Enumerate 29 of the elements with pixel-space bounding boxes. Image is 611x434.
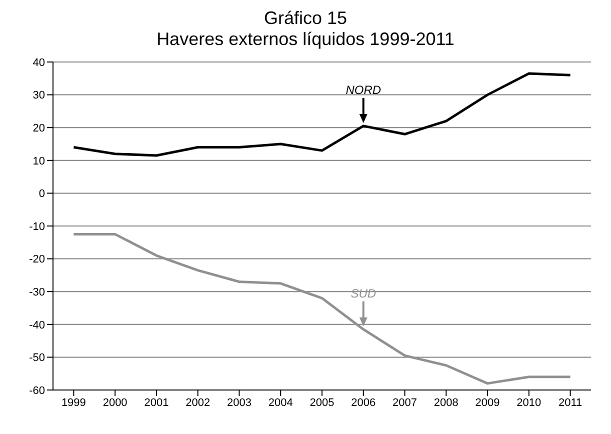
text: NORD [346, 82, 382, 97]
x-tick-label: 2010 [516, 396, 542, 409]
x-tick-label: 1999 [61, 396, 86, 409]
y-tick-label: 0 [38, 188, 45, 200]
x-tick-label: 2003 [226, 396, 252, 409]
x-tick-label: 2009 [475, 396, 500, 409]
line-series [72, 72, 572, 157]
x-tick-label: 2007 [392, 396, 418, 409]
x-tick-label: 2008 [434, 396, 458, 409]
y-tick-label: -60 [29, 384, 45, 397]
y-tick-label: -20 [29, 254, 45, 266]
x-tick-label: 2000 [102, 396, 128, 409]
y-tick-label: 20 [32, 122, 45, 135]
line-series [72, 232, 572, 385]
x-tick-label: 2006 [351, 396, 376, 409]
x-tick-label: 2002 [186, 396, 210, 409]
y-tick-label: -10 [29, 220, 45, 233]
chart-subtitle: Haveres externos líquidos 1999-2011 [156, 29, 456, 50]
y-tick-label: 40 [32, 56, 45, 69]
x-tick-label: 2011 [558, 396, 582, 409]
x-tick-label: 2001 [144, 396, 169, 409]
y-tick-label: 10 [32, 155, 45, 168]
chart-title: Gráfico 15 [262, 8, 348, 29]
x-tick-label: 2005 [310, 396, 334, 409]
x-tick-label: 2004 [268, 396, 293, 409]
y-tick-label: -30 [29, 286, 45, 299]
y-tick-label: -40 [29, 319, 45, 332]
y-tick-label: -50 [29, 352, 45, 364]
y-tick-label: 30 [32, 90, 45, 102]
